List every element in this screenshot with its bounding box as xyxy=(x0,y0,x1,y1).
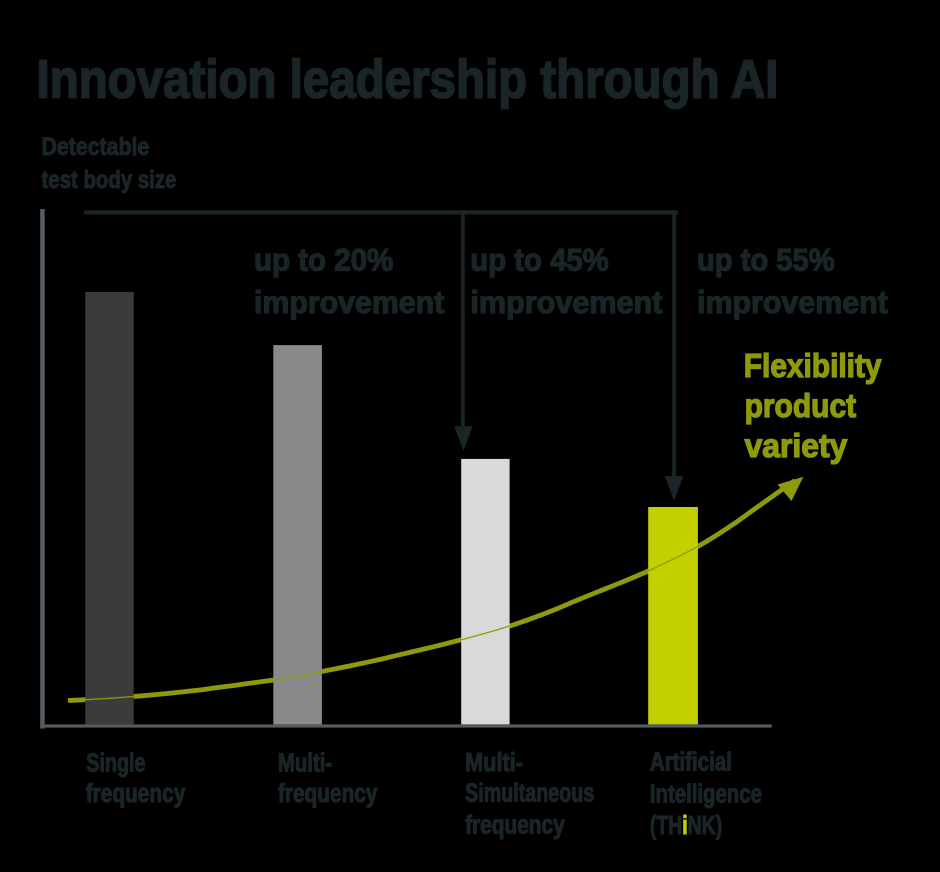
svg-text:improvement: improvement xyxy=(697,285,888,320)
svg-text:Detectable: Detectable xyxy=(42,133,150,161)
svg-text:Artificial: Artificial xyxy=(650,747,732,777)
svg-text:frequency: frequency xyxy=(278,778,378,808)
svg-text:product: product xyxy=(745,387,857,424)
svg-text:frequency: frequency xyxy=(86,778,186,808)
svg-text:frequency: frequency xyxy=(465,810,565,840)
svg-text:Flexibility: Flexibility xyxy=(744,347,882,384)
svg-text:Multi-: Multi- xyxy=(465,747,523,777)
svg-text:up to 45%: up to 45% xyxy=(470,243,608,278)
svg-text:improvement: improvement xyxy=(254,285,445,320)
svg-text:Single: Single xyxy=(86,747,145,777)
svg-text:up to 20%: up to 20% xyxy=(254,243,393,278)
svg-text:variety: variety xyxy=(745,427,848,464)
svg-text:test body size: test body size xyxy=(42,166,177,194)
svg-text:Intelligence: Intelligence xyxy=(650,778,762,808)
svg-text:(THiNK): (THiNK) xyxy=(650,810,722,840)
svg-text:Simultaneous: Simultaneous xyxy=(465,778,594,808)
svg-text:improvement: improvement xyxy=(470,285,663,320)
svg-text:Multi-: Multi- xyxy=(278,747,332,777)
svg-text:Innovation leadership through: Innovation leadership through AI xyxy=(37,51,779,110)
svg-text:up to 55%: up to 55% xyxy=(697,243,835,278)
